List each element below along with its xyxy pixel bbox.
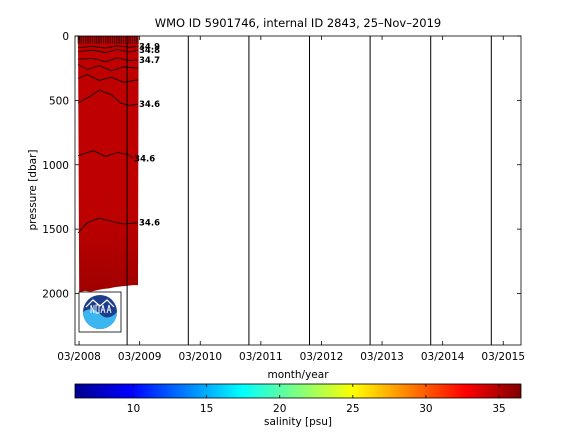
contour-line [77,89,139,106]
plot-frame [74,35,522,346]
colorbar-tick-label: 20 [273,403,286,415]
contour-line [77,74,139,83]
x-tick-label: 03/2011 [239,351,283,363]
contour-label: 34.6 [139,100,160,110]
logo-wordmark [90,304,112,314]
contour-line [77,150,134,159]
y-tick-label: 500 [49,95,69,107]
colorbar-tick-label: 15 [200,403,213,415]
y-axis: 0 500 1000 1500 2000 [42,31,521,301]
contour-label: 34.8 [139,46,160,56]
y-tick-label: 0 [62,31,69,43]
chart-title: WMO ID 5901746, internal ID 2843, 25–Nov… [155,16,442,30]
y-tick-label: 1500 [42,224,69,236]
contour-label: 34.7 [139,56,160,66]
contour-line [77,45,139,49]
x-tick-label: 03/2008 [57,351,101,363]
noaa-logo [78,291,122,333]
contour-label: 34.6 [139,219,160,229]
contour-line [77,57,139,63]
plot-area: 34.6 34.6 34.6 34.734.834.9 [75,36,521,345]
contour-line [77,49,139,54]
colorbar-tick-label: 25 [346,403,359,415]
contour-line [77,217,139,234]
y-tick-label: 1000 [42,160,69,172]
colorbar-title: salinity [psu] [264,416,332,428]
year-separators [126,36,492,345]
y-tick-label: 2000 [42,289,69,301]
colorbar-tick-label: 30 [419,403,432,415]
contour-label: 34.6 [134,154,155,164]
x-tick-label: 03/2015 [481,351,525,363]
salinity-contours: 34.6 34.6 34.6 34.734.834.9 [77,42,160,234]
colorbar-ticks: 10 15 20 25 30 35 [127,384,506,415]
colorbar [74,383,522,399]
colorbar-tick-label: 35 [492,403,505,415]
salinity-field [78,36,139,293]
x-axis-title: month/year [267,369,329,381]
x-tick-label: 03/2013 [360,351,404,363]
x-axis: 03/2008 03/2009 03/2010 03/2011 03/2012 03/20… [57,36,525,363]
x-tick-label: 03/2010 [178,351,222,363]
y-axis-title: pressure [dbar] [27,150,39,231]
plot-background [75,36,521,345]
x-tick-label: 03/2009 [118,351,162,363]
colorbar-tick-label: 10 [127,403,140,415]
contour-line [77,63,139,72]
x-tick-label: 03/2012 [300,351,344,363]
contour-label: 34.9 [139,42,160,52]
x-tick-label: 03/2014 [421,351,465,363]
